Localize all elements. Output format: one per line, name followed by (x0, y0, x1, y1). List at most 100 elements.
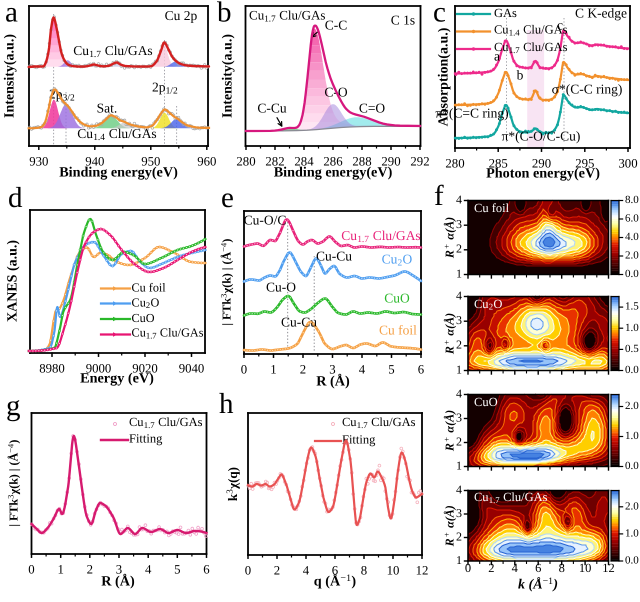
svg-text:930: 930 (29, 154, 48, 168)
svg-text:R α (: R α ( Å ) + (436, 477, 457, 547)
svg-text:R α (: R α ( Å ) + (436, 382, 457, 452)
svg-text:0.0: 0.0 (625, 268, 639, 280)
svg-text:C u C: C u C l u / G A s 1 . 7 (474, 488, 575, 507)
svg-text:Cu foil: Cu foil (132, 280, 167, 294)
svg-text:Absorption(a.u.): Absorption(a.u.) (436, 27, 451, 126)
svg-text:295: 295 (575, 156, 594, 170)
svg-text:6: 6 (418, 362, 425, 376)
svg-text:300: 300 (618, 156, 637, 170)
svg-text:2: 2 (488, 561, 494, 575)
svg-text:c: c (557, 17, 563, 32)
svg-text:4: 4 (456, 192, 462, 206)
svg-text:| F T: | F T k χ ( k ) | ( Å ) 3 − 4 (214, 211, 235, 326)
svg-text:CuO: CuO (132, 311, 155, 325)
svg-text:0.0: 0.0 (625, 460, 639, 472)
svg-text:g: g (6, 390, 21, 422)
svg-text:CuO: CuO (384, 290, 410, 305)
svg-text:d: d (8, 182, 23, 214)
svg-text:C u C: C u C l u / G A s 1 . 7 (341, 227, 448, 246)
svg-text:C-Cu: C-Cu (257, 100, 287, 115)
svg-text:π*(C=C ring): π*(C=C ring) (435, 105, 508, 120)
svg-text:C u O 2: C u O 2 (382, 251, 441, 270)
svg-text:c: c (433, 0, 446, 29)
svg-text:C u O 2: C u O 2 (474, 295, 530, 314)
svg-text:2.0: 2.0 (625, 250, 639, 262)
svg-text:C u C: C u C l u / G A s 1 . 7 (494, 38, 595, 57)
svg-text:3: 3 (116, 562, 122, 576)
svg-text:8: 8 (559, 561, 565, 575)
svg-text:10: 10 (579, 561, 592, 575)
svg-text:2.0: 2.0 (625, 400, 639, 412)
svg-text:2: 2 (87, 562, 93, 576)
svg-text:9000: 9000 (86, 361, 112, 375)
svg-text:3: 3 (456, 217, 462, 231)
svg-text:1: 1 (456, 362, 462, 376)
svg-text:Sat.: Sat. (97, 100, 118, 115)
svg-text:4: 4 (456, 386, 462, 400)
svg-text:CuO: CuO (474, 395, 498, 409)
svg-text:C u C: C u C l u / G A s 1 . 7 (129, 413, 230, 432)
svg-text:960: 960 (197, 154, 216, 168)
svg-text:f: f (434, 180, 444, 212)
svg-text:6.0: 6.0 (625, 213, 639, 225)
svg-text:2 p 1 /: 2 p 1 / 2 (152, 79, 202, 98)
svg-text:Cu-O: Cu-O (266, 279, 296, 294)
svg-text:290: 290 (532, 156, 551, 170)
svg-text:C u C: C u C l u / G A s 1 . 7 (132, 324, 232, 343)
svg-text:282: 282 (265, 154, 284, 168)
svg-text:2: 2 (456, 434, 462, 448)
svg-text:C=O: C=O (359, 100, 386, 115)
svg-text:284: 284 (294, 154, 314, 168)
svg-text:Binding energy(eV): Binding energy(eV) (274, 164, 393, 180)
svg-text:4: 4 (456, 482, 462, 496)
svg-text:12: 12 (602, 561, 615, 575)
svg-text:4: 4 (303, 563, 310, 577)
svg-text:Energy (eV): Energy (eV) (80, 370, 154, 386)
svg-text:Intensity(a.u.): Intensity(a.u.) (220, 34, 235, 118)
svg-text:0.0: 0.0 (625, 364, 639, 376)
svg-text:k χ ( q: k χ ( q ) 3 (220, 439, 242, 501)
svg-text:XANES (a.u.): XANES (a.u.) (5, 240, 20, 322)
svg-text:C-C: C-C (325, 17, 348, 32)
svg-text:C u C: C u C l u / G A s 1 . 4 (494, 21, 595, 40)
svg-text:1: 1 (57, 562, 63, 576)
svg-text:C u C: C u C l u / G A s 1 . 7 (249, 7, 353, 26)
svg-text:0.5: 0.5 (625, 343, 639, 355)
svg-text:2: 2 (456, 338, 462, 352)
svg-text:280: 280 (445, 156, 464, 170)
svg-text:8980: 8980 (39, 361, 65, 375)
svg-text:1.0: 1.0 (625, 322, 639, 334)
svg-text:9040: 9040 (179, 361, 205, 375)
svg-text:a: a (5, 0, 18, 29)
svg-text:σ*(C-C ring): σ*(C-C ring) (552, 81, 623, 96)
svg-text:Cu-Cu: Cu-Cu (316, 248, 352, 263)
svg-text:5: 5 (388, 362, 394, 376)
svg-text:3: 3 (456, 313, 462, 327)
svg-text:q ( Å: q ( Å ) − 1 (314, 568, 384, 590)
svg-text:C K-edge: C K-edge (575, 5, 627, 20)
svg-text:2.0: 2.0 (625, 500, 639, 512)
svg-text:1: 1 (270, 362, 276, 376)
svg-text:285: 285 (489, 156, 508, 170)
svg-text:R (Å): R (Å) (316, 374, 350, 390)
svg-text:3: 3 (456, 410, 462, 424)
svg-text:3: 3 (456, 506, 462, 520)
svg-text:C u C: C u C l u / G A s 1 . 7 (73, 42, 180, 61)
svg-text:6: 6 (203, 562, 210, 576)
svg-text:R α (: R α ( Å ) + (436, 285, 457, 355)
svg-text:C u C: C u C l u / G A s 1 . 4 (77, 125, 184, 144)
svg-text:Cu foil: Cu foil (474, 201, 510, 215)
svg-text:| F T: | F T k χ ( k ) | ( Å ) 3 − 4 (1, 412, 22, 527)
svg-text:1.0: 1.0 (625, 528, 639, 540)
svg-text:Cu-O/C: Cu-O/C (244, 212, 287, 227)
svg-text:a: a (494, 48, 500, 63)
svg-text:286: 286 (323, 154, 343, 168)
svg-text:Binding energy(eV): Binding energy(eV) (59, 164, 178, 180)
svg-text:k ( Å: k ( Å ) − 1 (518, 571, 586, 593)
svg-text:0: 0 (241, 362, 247, 376)
svg-text:6: 6 (535, 561, 541, 575)
svg-text:b: b (517, 67, 524, 82)
svg-text:4: 4 (359, 362, 366, 376)
svg-text:950: 950 (141, 154, 160, 168)
svg-text:5: 5 (174, 562, 180, 576)
